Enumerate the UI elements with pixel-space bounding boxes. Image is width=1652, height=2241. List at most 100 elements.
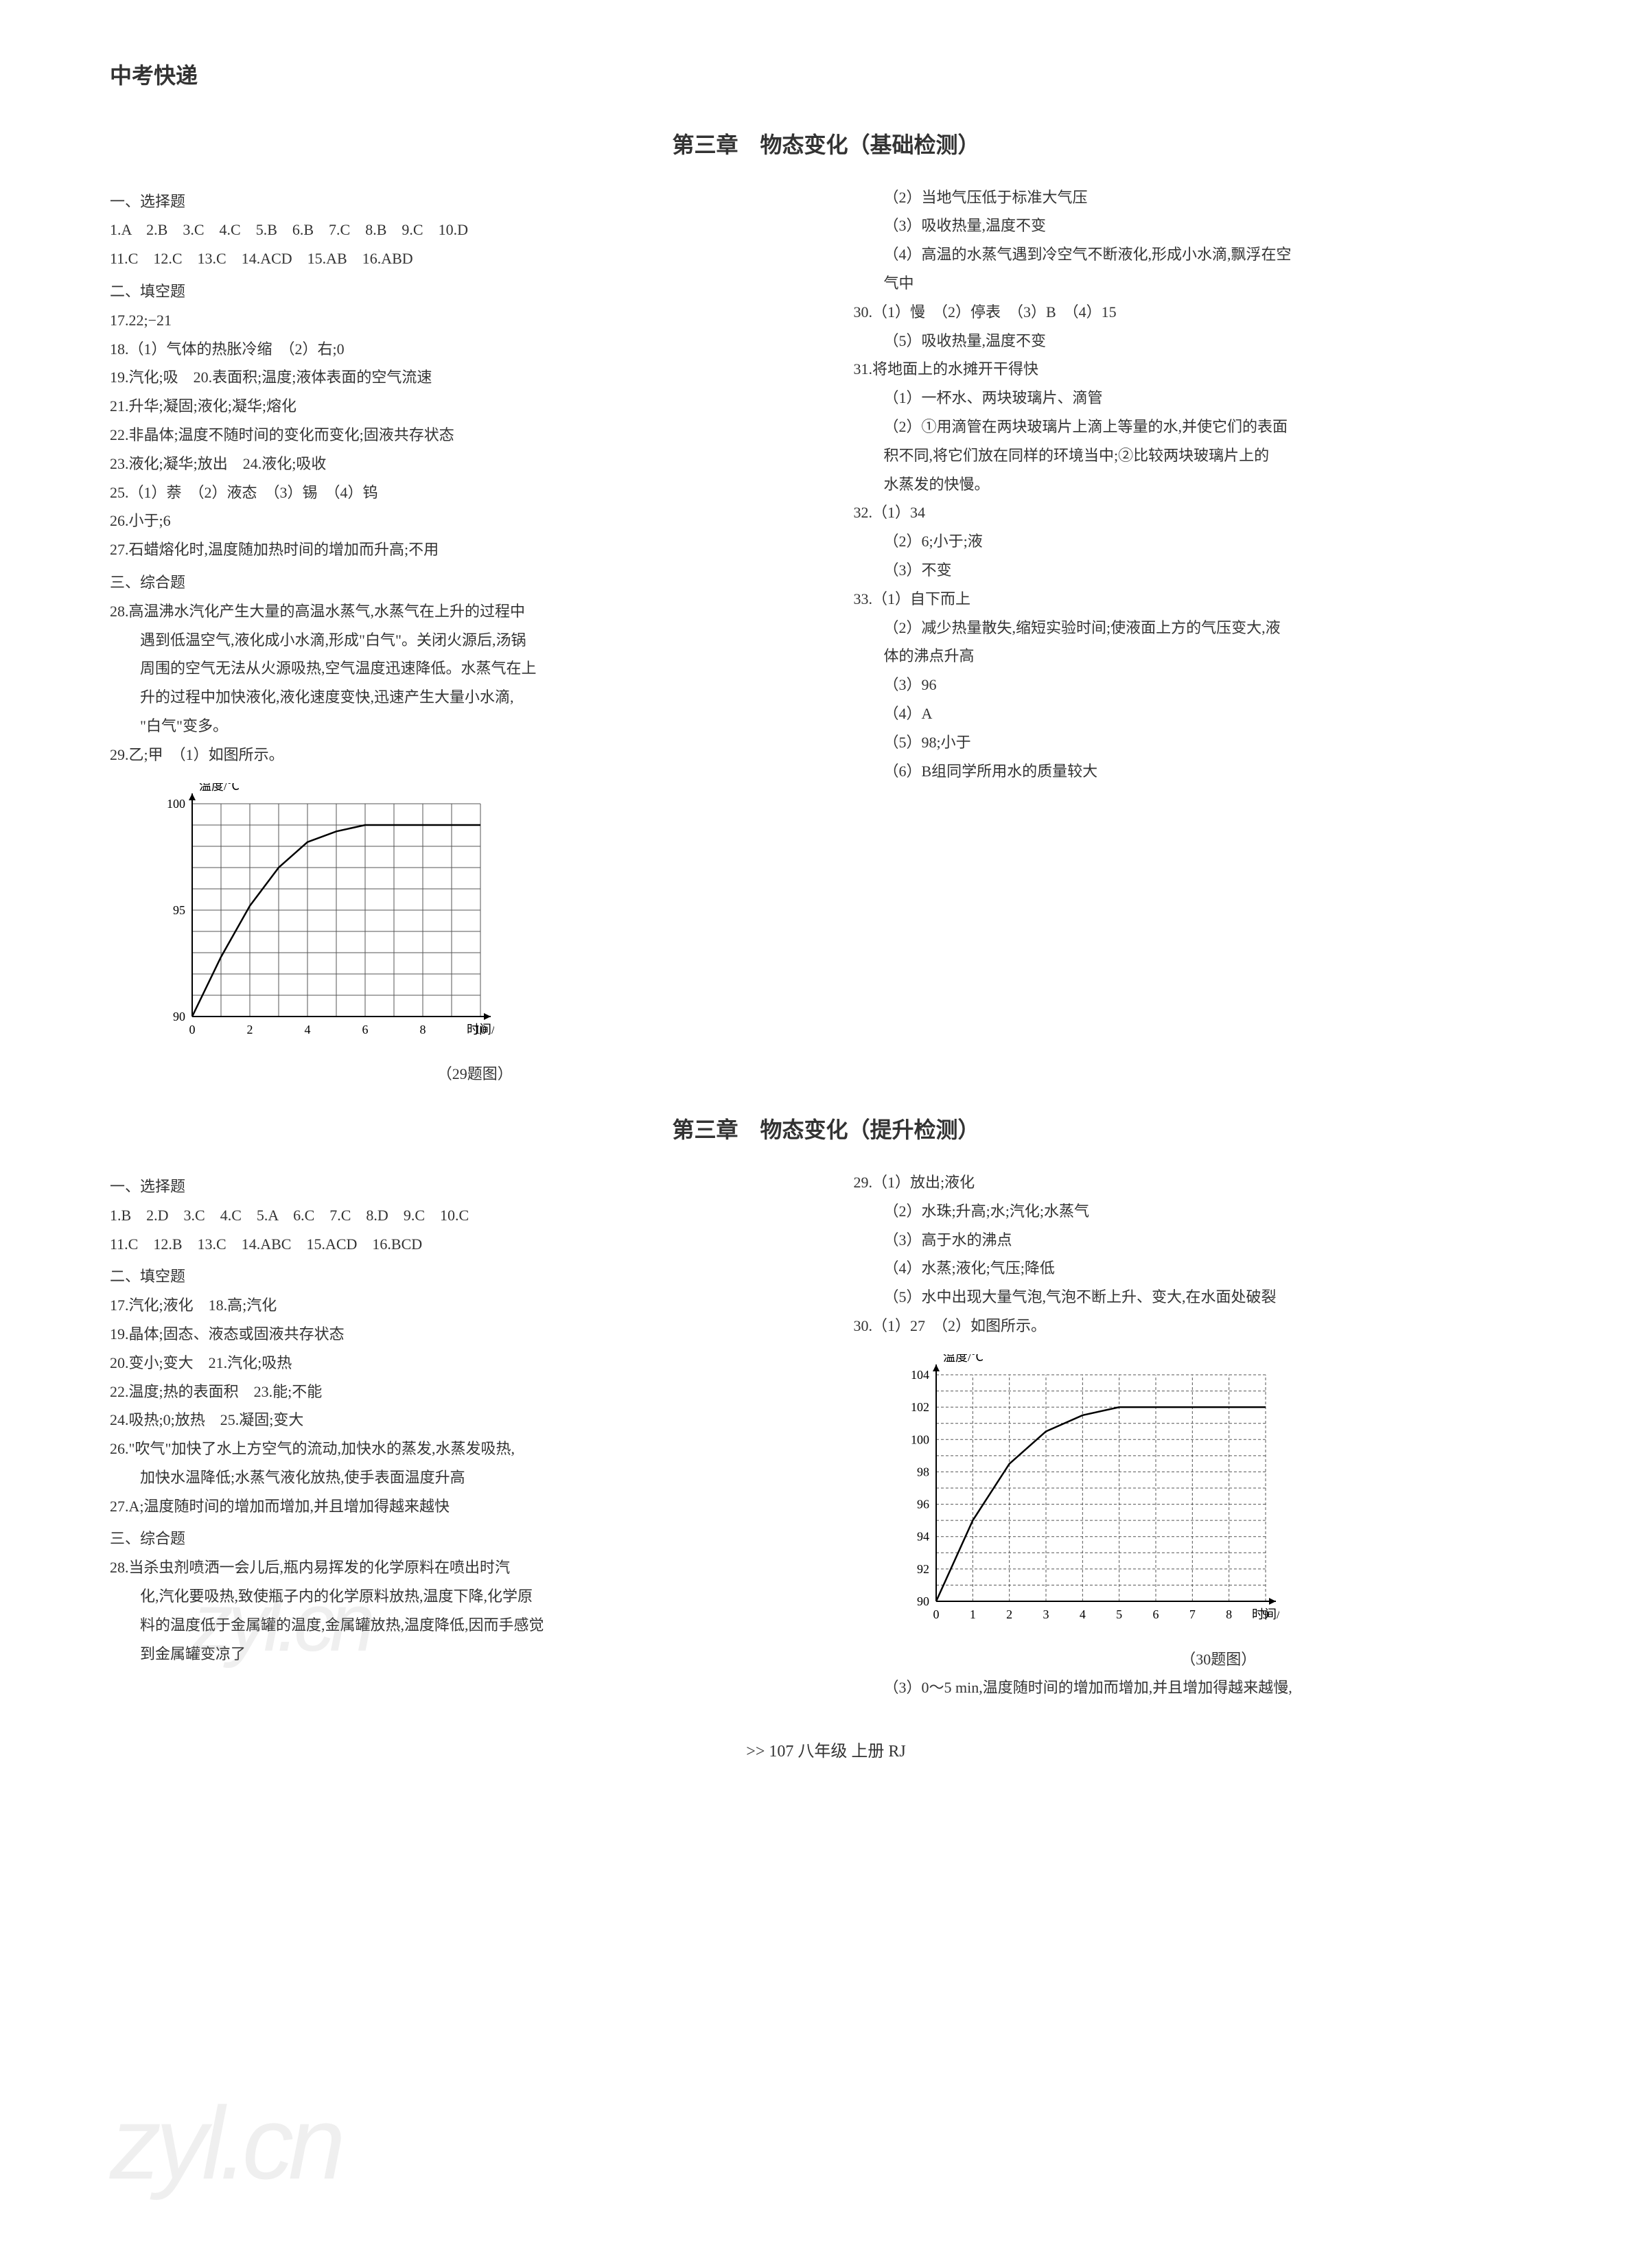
section-head: 一、选择题: [110, 1172, 799, 1201]
svg-text:102: 102: [911, 1400, 929, 1414]
svg-text:96: 96: [917, 1497, 929, 1511]
svg-text:90: 90: [173, 1010, 185, 1023]
answer-line: 26.小于;6: [110, 507, 799, 535]
answer-line: （3）吸收热量,温度不变: [854, 211, 1543, 240]
answer-line: 1.B 2.D 3.C 4.C 5.A 6.C 7.C 8.D 9.C 10.C: [110, 1201, 799, 1230]
svg-text:92: 92: [917, 1562, 929, 1576]
answer-line: 积不同,将它们放在同样的环境当中;②比较两块玻璃片上的: [854, 441, 1543, 470]
svg-text:0: 0: [189, 1023, 196, 1036]
answer-line: 19.汽化;吸 20.表面积;温度;液体表面的空气流速: [110, 363, 799, 392]
answer-line: 11.C 12.C 13.C 14.ACD 15.AB 16.ABD: [110, 244, 799, 273]
section-head: 二、填空题: [110, 277, 799, 306]
answer-line: "白气"变多。: [110, 712, 799, 741]
answer-line: 29.乙;甲 （1）如图所示。: [110, 741, 799, 769]
page-footer: >> 107 八年级 上册 RJ: [110, 1737, 1542, 1768]
answer-line: 30.（1）慢 （2）停表 （3）B （4）15: [854, 298, 1543, 327]
answer-line: （6）B组同学所用水的质量较大: [854, 757, 1543, 786]
chapter2-columns: 一、选择题 1.B 2.D 3.C 4.C 5.A 6.C 7.C 8.D 9.…: [110, 1168, 1542, 1702]
chapter1-left-column: 一、选择题 1.A 2.B 3.C 4.C 5.B 6.B 7.C 8.B 9.…: [110, 183, 799, 1089]
svg-text:100: 100: [167, 797, 185, 811]
chapter1-columns: 一、选择题 1.A 2.B 3.C 4.C 5.B 6.B 7.C 8.B 9.…: [110, 183, 1542, 1089]
svg-text:7: 7: [1189, 1607, 1195, 1621]
svg-text:2: 2: [1006, 1607, 1012, 1621]
svg-text:98: 98: [917, 1465, 929, 1478]
answer-line: 加快水温降低;水蒸气液化放热,使手表面温度升高: [110, 1463, 799, 1492]
svg-text:8: 8: [1226, 1607, 1232, 1621]
answer-line: 到金属罐变凉了: [110, 1640, 799, 1669]
answer-line: （4）A: [854, 699, 1543, 728]
answer-line: 20.变小;变大 21.汽化;吸热: [110, 1349, 799, 1378]
svg-text:温度/℃: 温度/℃: [199, 783, 240, 793]
answer-line: （2）当地气压低于标准大气压: [854, 183, 1543, 212]
chapter2-left-column: 一、选择题 1.B 2.D 3.C 4.C 5.A 6.C 7.C 8.D 9.…: [110, 1168, 799, 1702]
svg-text:2: 2: [247, 1023, 253, 1036]
svg-text:1: 1: [969, 1607, 975, 1621]
svg-text:温度/℃: 温度/℃: [943, 1354, 984, 1364]
answer-line: 33.（1）自下而上: [854, 585, 1543, 614]
section-head: 一、选择题: [110, 187, 799, 216]
svg-text:3: 3: [1043, 1607, 1049, 1621]
answer-line: （5）水中出现大量气泡,气泡不断上升、变大,在水面处破裂: [854, 1283, 1543, 1312]
chart29-container: 02468109095100温度/℃时间/min: [151, 783, 799, 1054]
answer-line: 料的温度低于金属罐的温度,金属罐放热,温度降低,因而手感觉: [110, 1611, 799, 1640]
svg-text:90: 90: [917, 1594, 929, 1608]
svg-text:8: 8: [420, 1023, 426, 1036]
answer-line: 17.22;−21: [110, 306, 799, 335]
answer-line: （2）减少热量散失,缩短实验时间;使液面上方的气压变大,液: [854, 614, 1543, 642]
answer-line: 化,汽化要吸热,致使瓶子内的化学原料放热,温度下降,化学原: [110, 1582, 799, 1611]
answer-line: 水蒸发的快慢。: [854, 470, 1543, 499]
chart29-caption: （29题图）: [151, 1060, 799, 1089]
svg-text:6: 6: [1152, 1607, 1159, 1621]
answer-line: 21.升华;凝固;液化;凝华;熔化: [110, 392, 799, 421]
svg-text:时间/min: 时间/min: [1252, 1607, 1279, 1621]
svg-text:5: 5: [1116, 1607, 1122, 1621]
answer-line: （2）6;小于;液: [854, 527, 1543, 556]
chapter2-right-column: 29.（1）放出;液化 （2）水珠;升高;水;汽化;水蒸气 （3）高于水的沸点 …: [854, 1168, 1543, 1702]
answer-line: （2）水珠;升高;水;汽化;水蒸气: [854, 1197, 1543, 1226]
answer-line: （3）不变: [854, 556, 1543, 585]
answer-line: 11.C 12.B 13.C 14.ABC 15.ACD 16.BCD: [110, 1230, 799, 1259]
watermark: zyl.cn: [110, 2045, 340, 2241]
answer-line: （5）98;小于: [854, 728, 1543, 757]
answer-line: （4）高温的水蒸气遇到冷空气不断液化,形成小水滴,飘浮在空: [854, 240, 1543, 269]
svg-text:时间/min: 时间/min: [467, 1023, 494, 1036]
answer-line: 25.（1）萘 （2）液态 （3）锡 （4）钨: [110, 478, 799, 507]
answer-line: 1.A 2.B 3.C 4.C 5.B 6.B 7.C 8.B 9.C 10.D: [110, 216, 799, 244]
answer-line: 遇到低温空气,液化成小水滴,形成"白气"。关闭火源后,汤锅: [110, 626, 799, 655]
answer-line: （3）0～5 min,温度随时间的增加而增加,并且增加得越来越慢,: [854, 1673, 1543, 1702]
chapter1-title: 第三章 物态变化（基础检测）: [110, 124, 1542, 166]
answer-line: 19.晶体;固态、液态或固液共存状态: [110, 1320, 799, 1349]
answer-line: 17.汽化;液化 18.高;汽化: [110, 1291, 799, 1320]
svg-text:0: 0: [933, 1607, 939, 1621]
svg-text:4: 4: [1079, 1607, 1085, 1621]
answer-line: 气中: [854, 269, 1543, 298]
chapter1-right-column: （2）当地气压低于标准大气压 （3）吸收热量,温度不变 （4）高温的水蒸气遇到冷…: [854, 183, 1543, 1089]
chart30: 01234567899092949698100102104温度/℃时间/min: [895, 1354, 1279, 1629]
answer-line: 22.温度;热的表面积 23.能;不能: [110, 1378, 799, 1406]
section-head: 二、填空题: [110, 1262, 799, 1291]
answer-line: 28.当杀虫剂喷洒一会儿后,瓶内易挥发的化学原料在喷出时汽: [110, 1553, 799, 1582]
answer-line: 体的沸点升高: [854, 642, 1543, 671]
answer-line: 升的过程中加快液化,液化速度变快,迅速产生大量小水滴,: [110, 683, 799, 712]
answer-line: 22.非晶体;温度不随时间的变化而变化;固液共存状态: [110, 421, 799, 450]
answer-line: 23.液化;凝华;放出 24.液化;吸收: [110, 450, 799, 478]
answer-line: 27.A;温度随时间的增加而增加,并且增加得越来越快: [110, 1492, 799, 1521]
answer-line: 周围的空气无法从火源吸热,空气温度迅速降低。水蒸气在上: [110, 654, 799, 683]
answer-line: （4）水蒸;液化;气压;降低: [854, 1254, 1543, 1283]
chart30-container: 01234567899092949698100102104温度/℃时间/min: [895, 1354, 1543, 1638]
section-head: 三、综合题: [110, 568, 799, 597]
answer-line: 30.（1）27 （2）如图所示。: [854, 1312, 1543, 1340]
answer-line: 24.吸热;0;放热 25.凝固;变大: [110, 1406, 799, 1435]
svg-text:4: 4: [305, 1023, 311, 1036]
answer-line: 31.将地面上的水摊开干得快: [854, 355, 1543, 384]
answer-line: （3）96: [854, 671, 1543, 699]
chart29: 02468109095100温度/℃时间/min: [151, 783, 494, 1044]
svg-text:100: 100: [911, 1432, 929, 1446]
svg-text:104: 104: [911, 1368, 929, 1382]
answer-line: （5）吸收热量,温度不变: [854, 327, 1543, 356]
answer-line: 26."吹气"加快了水上方空气的流动,加快水的蒸发,水蒸发吸热,: [110, 1435, 799, 1463]
answer-line: （2）①用滴管在两块玻璃片上滴上等量的水,并使它们的表面: [854, 413, 1543, 441]
answer-line: 18.（1）气体的热胀冷缩 （2）右;0: [110, 335, 799, 364]
chapter2-title: 第三章 物态变化（提升检测）: [110, 1109, 1542, 1151]
answer-line: 27.石蜡熔化时,温度随加热时间的增加而升高;不用: [110, 535, 799, 564]
